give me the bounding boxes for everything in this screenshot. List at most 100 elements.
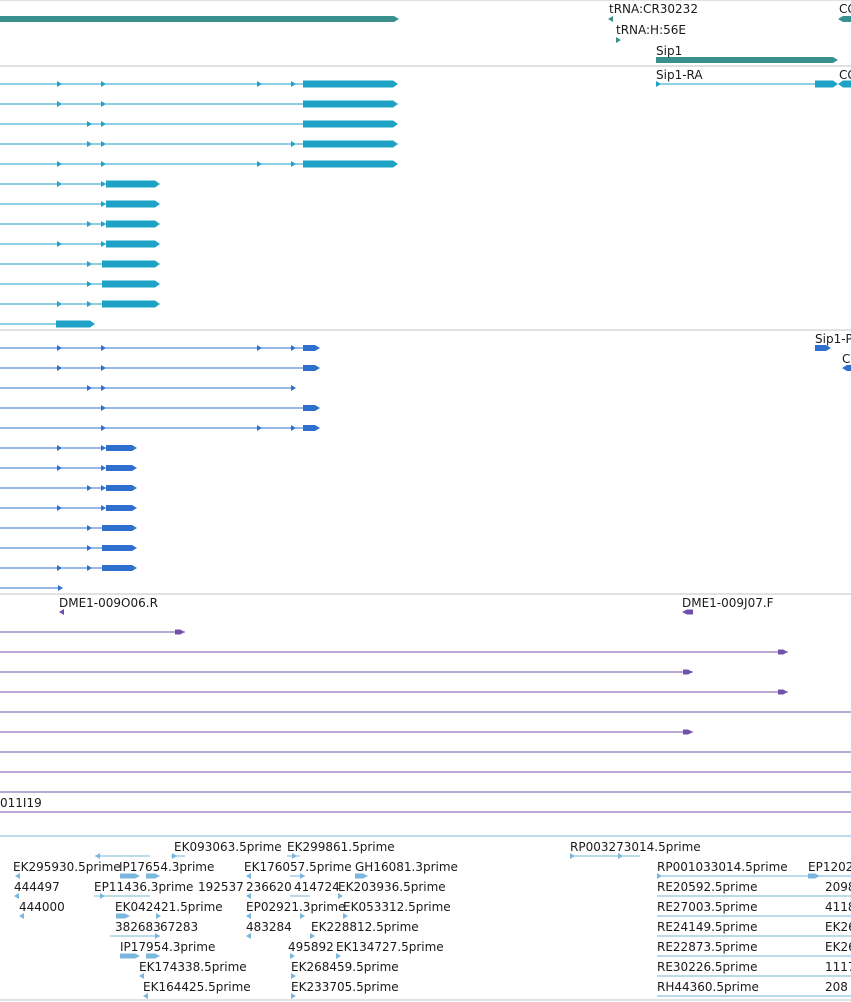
strand-arrow[interactable] [101,425,106,431]
cds-block[interactable] [303,405,320,411]
strand-arrow[interactable] [338,893,343,899]
clone-label[interactable]: DME1-009J07.F [682,596,774,610]
est-label[interactable]: 382683 [115,920,161,934]
strand-arrow[interactable] [101,405,106,411]
est-label[interactable]: 495892 [288,940,334,954]
strand-arrow[interactable] [291,425,296,431]
strand-arrow[interactable] [87,525,92,531]
est-label[interactable]: EK228812.5prime [311,920,419,934]
est-label[interactable]: 67283 [160,920,199,934]
clone-end[interactable] [778,649,788,655]
strand-arrow[interactable] [101,201,106,207]
est-label[interactable]: RE30226.5prime [657,960,758,974]
strand-arrow[interactable] [101,121,106,127]
cds-block[interactable] [106,505,137,511]
strand-arrow[interactable] [57,101,62,107]
est-label[interactable]: EK174338.5prime [139,960,247,974]
strand-arrow[interactable] [257,161,262,167]
strand-arrow[interactable] [87,385,92,391]
cds-block[interactable] [106,485,137,491]
strand-arrow[interactable] [57,505,62,511]
est-label[interactable]: EP02921.3prime [246,900,346,914]
strand-arrow[interactable] [57,345,62,351]
est-label[interactable]: 208 [825,980,848,994]
strand-arrow[interactable] [246,933,251,939]
strand-arrow[interactable] [291,81,296,87]
cds-block[interactable] [303,425,320,431]
cds-label[interactable]: Sip1-P [815,332,851,346]
strand-arrow[interactable] [87,485,92,491]
strand-arrow[interactable] [100,893,105,899]
strand-arrow[interactable] [101,485,106,491]
est-label[interactable]: RH44360.5prime [657,980,759,994]
strand-arrow[interactable] [57,181,62,187]
strand-arrow[interactable] [257,81,262,87]
gene-bar[interactable] [656,57,838,63]
strand-arrow[interactable] [101,385,106,391]
strand-arrow[interactable] [310,933,315,939]
cds-block[interactable] [842,365,851,371]
est-label[interactable]: EK042421.5prime [115,900,223,914]
strand-arrow[interactable] [300,873,305,879]
exon-block[interactable] [106,240,160,248]
exon-block[interactable] [303,160,398,168]
strand-arrow[interactable] [343,913,348,919]
est-block[interactable] [120,953,140,959]
exon-block[interactable] [303,80,398,88]
cds-block[interactable] [303,345,320,351]
clone-end[interactable] [175,629,185,635]
est-label[interactable]: 4118 [825,900,851,914]
exon-block[interactable] [838,80,851,88]
strand-arrow[interactable] [290,953,295,959]
exon-block[interactable] [56,320,95,328]
strand-arrow[interactable] [15,873,20,879]
strand-arrow[interactable] [156,913,161,919]
est-label[interactable]: 1117 [825,960,851,974]
est-label[interactable]: 483284 [246,920,292,934]
strand-arrow[interactable] [101,465,106,471]
est-label[interactable]: EK053312.5prime [343,900,451,914]
strand-arrow[interactable] [608,16,613,22]
strand-arrow[interactable] [87,565,92,571]
est-label[interactable]: 236620 [246,880,292,894]
cds-block[interactable] [303,365,320,371]
est-label[interactable]: RE20592.5prime [657,880,758,894]
strand-arrow[interactable] [57,241,62,247]
est-label[interactable]: EK233705.5prime [291,980,399,994]
strand-arrow[interactable] [87,301,92,307]
cds-label[interactable]: C [842,352,851,366]
cds-block[interactable] [102,545,137,551]
clone-end[interactable] [683,729,693,735]
strand-arrow[interactable] [87,221,92,227]
gene-label[interactable]: tRNA:CR30232 [609,2,698,16]
est-label[interactable]: 414724 [294,880,340,894]
strand-arrow[interactable] [139,973,144,979]
strand-arrow[interactable] [57,301,62,307]
strand-arrow[interactable] [618,853,623,859]
strand-arrow[interactable] [101,445,106,451]
strand-arrow[interactable] [143,993,148,999]
gene-bar[interactable] [0,16,399,22]
strand-arrow[interactable] [616,37,621,43]
est-label[interactable]: IP17654.3prime [119,860,215,874]
est-block[interactable] [808,873,820,879]
strand-arrow[interactable] [57,565,62,571]
exon-block[interactable] [106,180,160,188]
strand-arrow[interactable] [87,281,92,287]
est-label[interactable]: EK295930.5prime [13,860,121,874]
exon-block[interactable] [102,260,160,268]
est-label[interactable]: EK164425.5prime [143,980,251,994]
cds-block[interactable] [102,525,137,531]
strand-arrow[interactable] [101,181,106,187]
est-block[interactable] [146,873,160,879]
exon-block[interactable] [106,220,160,228]
strand-arrow[interactable] [101,241,106,247]
clone-end[interactable] [683,669,693,675]
clone-end[interactable] [778,689,788,695]
strand-arrow[interactable] [291,973,296,979]
est-block[interactable] [120,873,140,879]
exon-block[interactable] [303,140,398,148]
strand-arrow[interactable] [101,161,106,167]
gene-bar[interactable] [838,16,851,22]
strand-arrow[interactable] [257,345,262,351]
